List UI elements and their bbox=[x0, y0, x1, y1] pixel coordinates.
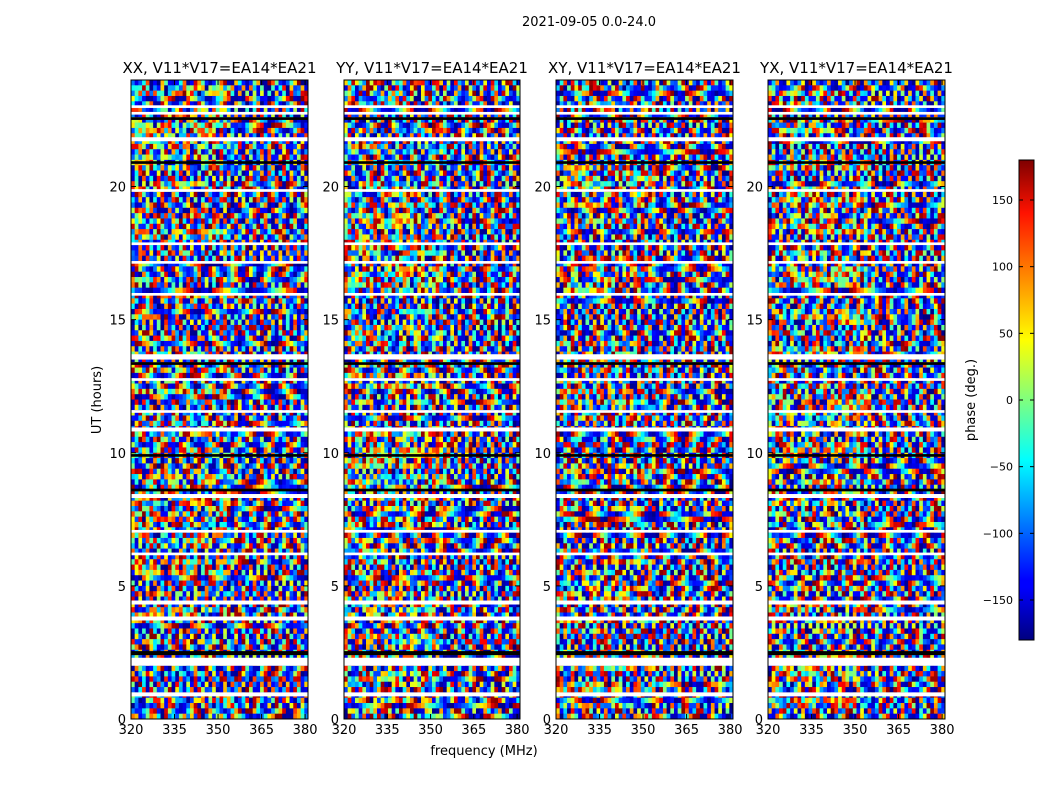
colorbar-tick-label: −50 bbox=[990, 461, 1013, 474]
y-tick-label: 5 bbox=[755, 580, 763, 595]
panel-2: YY, V11*V17=EA14*EA21 320 335 350 365 380 0 5 10… bbox=[322, 59, 529, 738]
x-tick-label: 350 bbox=[631, 723, 656, 738]
y-tick-label: 0 bbox=[755, 713, 763, 728]
panel-4: YX, V11*V17=EA14*EA21 320 335 350 365 380 0 5 10… bbox=[746, 59, 954, 738]
colorbar-ticks: −150 −100 −50 0 50 100 150 bbox=[983, 194, 1034, 607]
x-tick-label: 320 bbox=[119, 723, 144, 738]
y-tick-label: 10 bbox=[109, 447, 126, 462]
colorbar-tick-label: 50 bbox=[999, 327, 1013, 340]
colorbar-tick-label: −150 bbox=[983, 594, 1013, 607]
x-tick-label: 380 bbox=[293, 723, 318, 738]
phase-heatmap bbox=[556, 80, 733, 719]
colorbar: −150 −100 −50 0 50 100 150 phase (deg.) bbox=[964, 159, 1035, 641]
y-tick-label: 20 bbox=[534, 181, 551, 196]
y-tick-label: 5 bbox=[331, 580, 339, 595]
colorbar-label: phase (deg.) bbox=[964, 359, 979, 441]
y-tick-label: 10 bbox=[534, 447, 551, 462]
y-tick-label: 20 bbox=[746, 181, 763, 196]
x-tick-label: 335 bbox=[799, 723, 824, 738]
x-tick-label: 350 bbox=[206, 723, 231, 738]
y-tick-label: 0 bbox=[118, 713, 126, 728]
panel-title: YX, V11*V17=EA14*EA21 bbox=[759, 59, 953, 77]
panel-frame bbox=[343, 79, 521, 720]
y-tick-label: 20 bbox=[109, 181, 126, 196]
y-tick-label: 15 bbox=[109, 314, 126, 329]
x-tick-label: 365 bbox=[886, 723, 911, 738]
x-tick-label: 320 bbox=[332, 723, 357, 738]
figure-suptitle: 2021-09-05 0.0-24.0 bbox=[522, 15, 656, 30]
x-tick-label: 320 bbox=[544, 723, 569, 738]
colorbar-tick-label: 150 bbox=[992, 194, 1013, 207]
colorbar-tick-label: 100 bbox=[992, 261, 1013, 274]
panel-1: XX, V11*V17=EA14*EA21 320 335 350 365 380 0 5 10… bbox=[109, 59, 317, 738]
y-tick-label: 15 bbox=[746, 314, 763, 329]
panel-frame bbox=[767, 79, 946, 720]
y-axis-label: UT (hours) bbox=[90, 366, 105, 434]
y-tick-label: 0 bbox=[543, 713, 551, 728]
colorbar-tick-label: −100 bbox=[983, 527, 1013, 540]
panel-title: YY, V11*V17=EA14*EA21 bbox=[335, 59, 528, 77]
x-tick-label: 365 bbox=[249, 723, 274, 738]
phase-heatmap bbox=[131, 80, 308, 719]
y-tick-label: 0 bbox=[331, 713, 339, 728]
x-tick-label: 365 bbox=[674, 723, 699, 738]
y-tick-label: 15 bbox=[322, 314, 339, 329]
phase-heatmap bbox=[344, 80, 520, 719]
x-tick-label: 320 bbox=[756, 723, 781, 738]
panel-title: XX, V11*V17=EA14*EA21 bbox=[122, 59, 316, 77]
x-tick-label: 335 bbox=[162, 723, 187, 738]
y-tick-label: 20 bbox=[322, 181, 339, 196]
x-tick-label: 365 bbox=[461, 723, 486, 738]
y-tick-label: 10 bbox=[746, 447, 763, 462]
x-tick-label: 350 bbox=[843, 723, 868, 738]
panels: XX, V11*V17=EA14*EA21 320 335 350 365 380 0 5 10… bbox=[109, 59, 954, 738]
y-tick-label: 10 bbox=[322, 447, 339, 462]
y-tick-label: 5 bbox=[118, 580, 126, 595]
panel-frame bbox=[130, 79, 309, 720]
x-tick-label: 380 bbox=[718, 723, 743, 738]
panel-frame bbox=[555, 79, 734, 720]
x-axis-label: frequency (MHz) bbox=[430, 744, 537, 759]
panel-title: XY, V11*V17=EA14*EA21 bbox=[548, 59, 741, 77]
y-tick-label: 15 bbox=[534, 314, 551, 329]
colorbar-tick-label: 0 bbox=[1006, 394, 1013, 407]
x-tick-label: 380 bbox=[505, 723, 530, 738]
panel-3: XY, V11*V17=EA14*EA21 320 335 350 365 380 0 5 10… bbox=[534, 59, 742, 738]
x-tick-label: 335 bbox=[587, 723, 612, 738]
x-tick-label: 350 bbox=[418, 723, 443, 738]
phase-heatmap bbox=[768, 80, 945, 719]
y-tick-label: 5 bbox=[543, 580, 551, 595]
x-tick-label: 335 bbox=[375, 723, 400, 738]
x-tick-label: 380 bbox=[930, 723, 955, 738]
